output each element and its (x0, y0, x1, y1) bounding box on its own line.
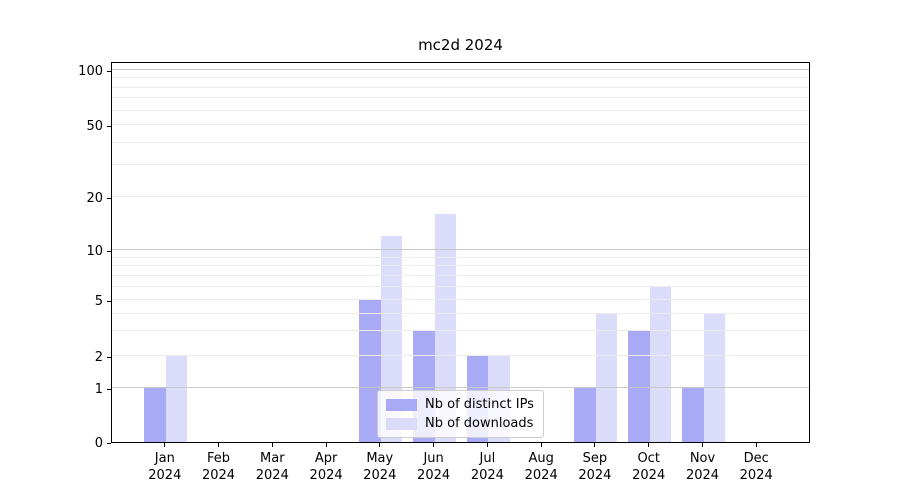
x-tick-mark-apr (325, 443, 327, 447)
x-tick-mark-feb (218, 443, 219, 447)
x-tick-mark-mar (271, 443, 273, 447)
plot-area: Nb of distinct IPs Nb of downloads (111, 62, 810, 443)
x-tick-mark-oct (648, 443, 650, 447)
y-tick-mark-20 (107, 197, 111, 199)
bar-nb-of-downloads-nov (703, 313, 725, 442)
y-tick-mark-0 (107, 442, 111, 444)
x-tick-label-jan: Jan 2024 (148, 451, 182, 483)
x-tick-label-apr: Apr 2024 (309, 451, 343, 483)
y-tick-mark-10 (107, 250, 111, 252)
x-tick-label-jul: Jul 2024 (470, 451, 504, 483)
bar-nb-of-distinct-ips-jan (144, 388, 166, 442)
y-tick-label-100: 100 (78, 63, 103, 79)
x-tick-label-dec: Dec 2024 (739, 451, 773, 483)
bar-nb-of-distinct-ips-oct (628, 331, 650, 442)
x-tick-label-jun: Jun 2024 (417, 451, 451, 483)
bar-nb-of-downloads-jun (434, 214, 457, 442)
x-tick-mark-jul (486, 443, 488, 447)
bar-nb-of-distinct-ips-sep (574, 388, 596, 442)
x-tick-mark-may (379, 443, 381, 447)
y-tick-label-50: 50 (86, 118, 103, 134)
x-tick-label-mar: Mar 2024 (255, 451, 289, 483)
x-tick-label-oct: Oct 2024 (632, 451, 666, 483)
bar-nb-of-downloads-sep (595, 313, 618, 442)
x-tick-mark-jan (164, 443, 166, 447)
x-tick-label-may: May 2024 (363, 451, 397, 483)
x-tick-mark-jun (433, 443, 435, 447)
bar-nb-of-downloads-jan (165, 356, 188, 442)
bar-nb-of-distinct-ips-nov (682, 388, 704, 442)
y-tick-mark-50 (107, 125, 111, 127)
y-tick-label-20: 20 (86, 190, 103, 206)
x-tick-label-sep: Sep 2024 (578, 451, 612, 483)
x-tick-mark-sep (594, 443, 596, 447)
legend-label-downloads: Nb of downloads (425, 416, 534, 431)
x-tick-label-aug: Aug 2024 (524, 451, 558, 483)
legend: Nb of distinct IPs Nb of downloads (377, 390, 544, 438)
y-tick-mark-5 (107, 300, 111, 302)
legend-item-downloads: Nb of downloads (386, 416, 534, 431)
bars-layer (112, 63, 809, 442)
legend-item-distinct-ips: Nb of distinct IPs (386, 397, 534, 412)
legend-swatch-downloads (386, 417, 417, 430)
legend-label-distinct-ips: Nb of distinct IPs (425, 397, 534, 412)
y-tick-mark-100 (107, 70, 111, 72)
legend-swatch-distinct-ips (386, 398, 417, 411)
bar-nb-of-distinct-ips-may (359, 300, 381, 442)
x-tick-label-nov: Nov 2024 (685, 451, 720, 483)
y-tick-label-0: 0 (94, 435, 103, 451)
y-tick-mark-1 (107, 388, 111, 390)
y-tick-label-5: 5 (94, 293, 103, 309)
x-tick-mark-dec (755, 443, 757, 447)
y-tick-mark-2 (107, 356, 111, 358)
y-tick-label-10: 10 (86, 243, 103, 259)
chart-title: mc2d 2024 (418, 36, 503, 54)
x-tick-mark-aug (540, 443, 542, 447)
x-tick-label-feb: Feb 2024 (201, 451, 236, 483)
x-tick-mark-nov (702, 443, 703, 447)
y-tick-label-1: 1 (94, 381, 103, 397)
bar-nb-of-downloads-oct (649, 286, 672, 442)
y-tick-label-2: 2 (94, 349, 103, 365)
